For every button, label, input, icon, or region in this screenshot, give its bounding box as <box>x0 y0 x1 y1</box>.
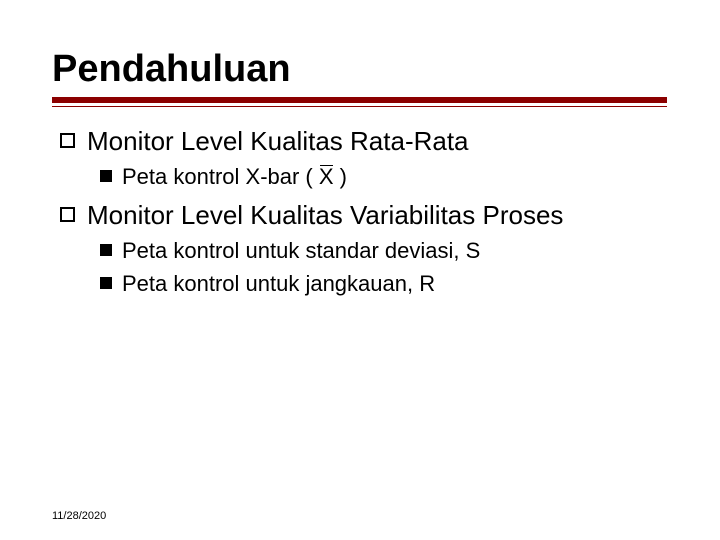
filled-square-icon <box>100 244 112 256</box>
bullet-text: Peta kontrol X-bar ( X ) <box>122 163 347 192</box>
bullet-text: Monitor Level Kualitas Variabilitas Pros… <box>87 199 563 233</box>
bullet-level2: Peta kontrol X-bar ( X ) <box>100 163 668 192</box>
bullet-level2: Peta kontrol untuk standar deviasi, S <box>100 237 668 266</box>
hollow-square-icon <box>60 133 75 148</box>
filled-square-icon <box>100 277 112 289</box>
x-bar-symbol: X <box>319 163 334 192</box>
title-underline <box>52 97 667 109</box>
slide-title: Pendahuluan <box>52 48 668 91</box>
slide-date: 11/28/2020 <box>52 510 106 522</box>
text-suffix: ) <box>334 164 347 189</box>
bullet-level1: Monitor Level Kualitas Variabilitas Pros… <box>60 199 668 233</box>
bullet-level1: Monitor Level Kualitas Rata-Rata <box>60 125 668 159</box>
bullet-text: Peta kontrol untuk standar deviasi, S <box>122 237 480 266</box>
bullet-text: Peta kontrol untuk jangkauan, R <box>122 270 435 299</box>
slide-container: Pendahuluan Monitor Level Kualitas Rata-… <box>0 0 720 540</box>
text-prefix: Peta kontrol X-bar ( <box>122 164 319 189</box>
slide-content: Monitor Level Kualitas Rata-Rata Peta ko… <box>52 125 668 298</box>
filled-square-icon <box>100 170 112 182</box>
bullet-text: Monitor Level Kualitas Rata-Rata <box>87 125 469 159</box>
hollow-square-icon <box>60 207 75 222</box>
bullet-level2: Peta kontrol untuk jangkauan, R <box>100 270 668 299</box>
